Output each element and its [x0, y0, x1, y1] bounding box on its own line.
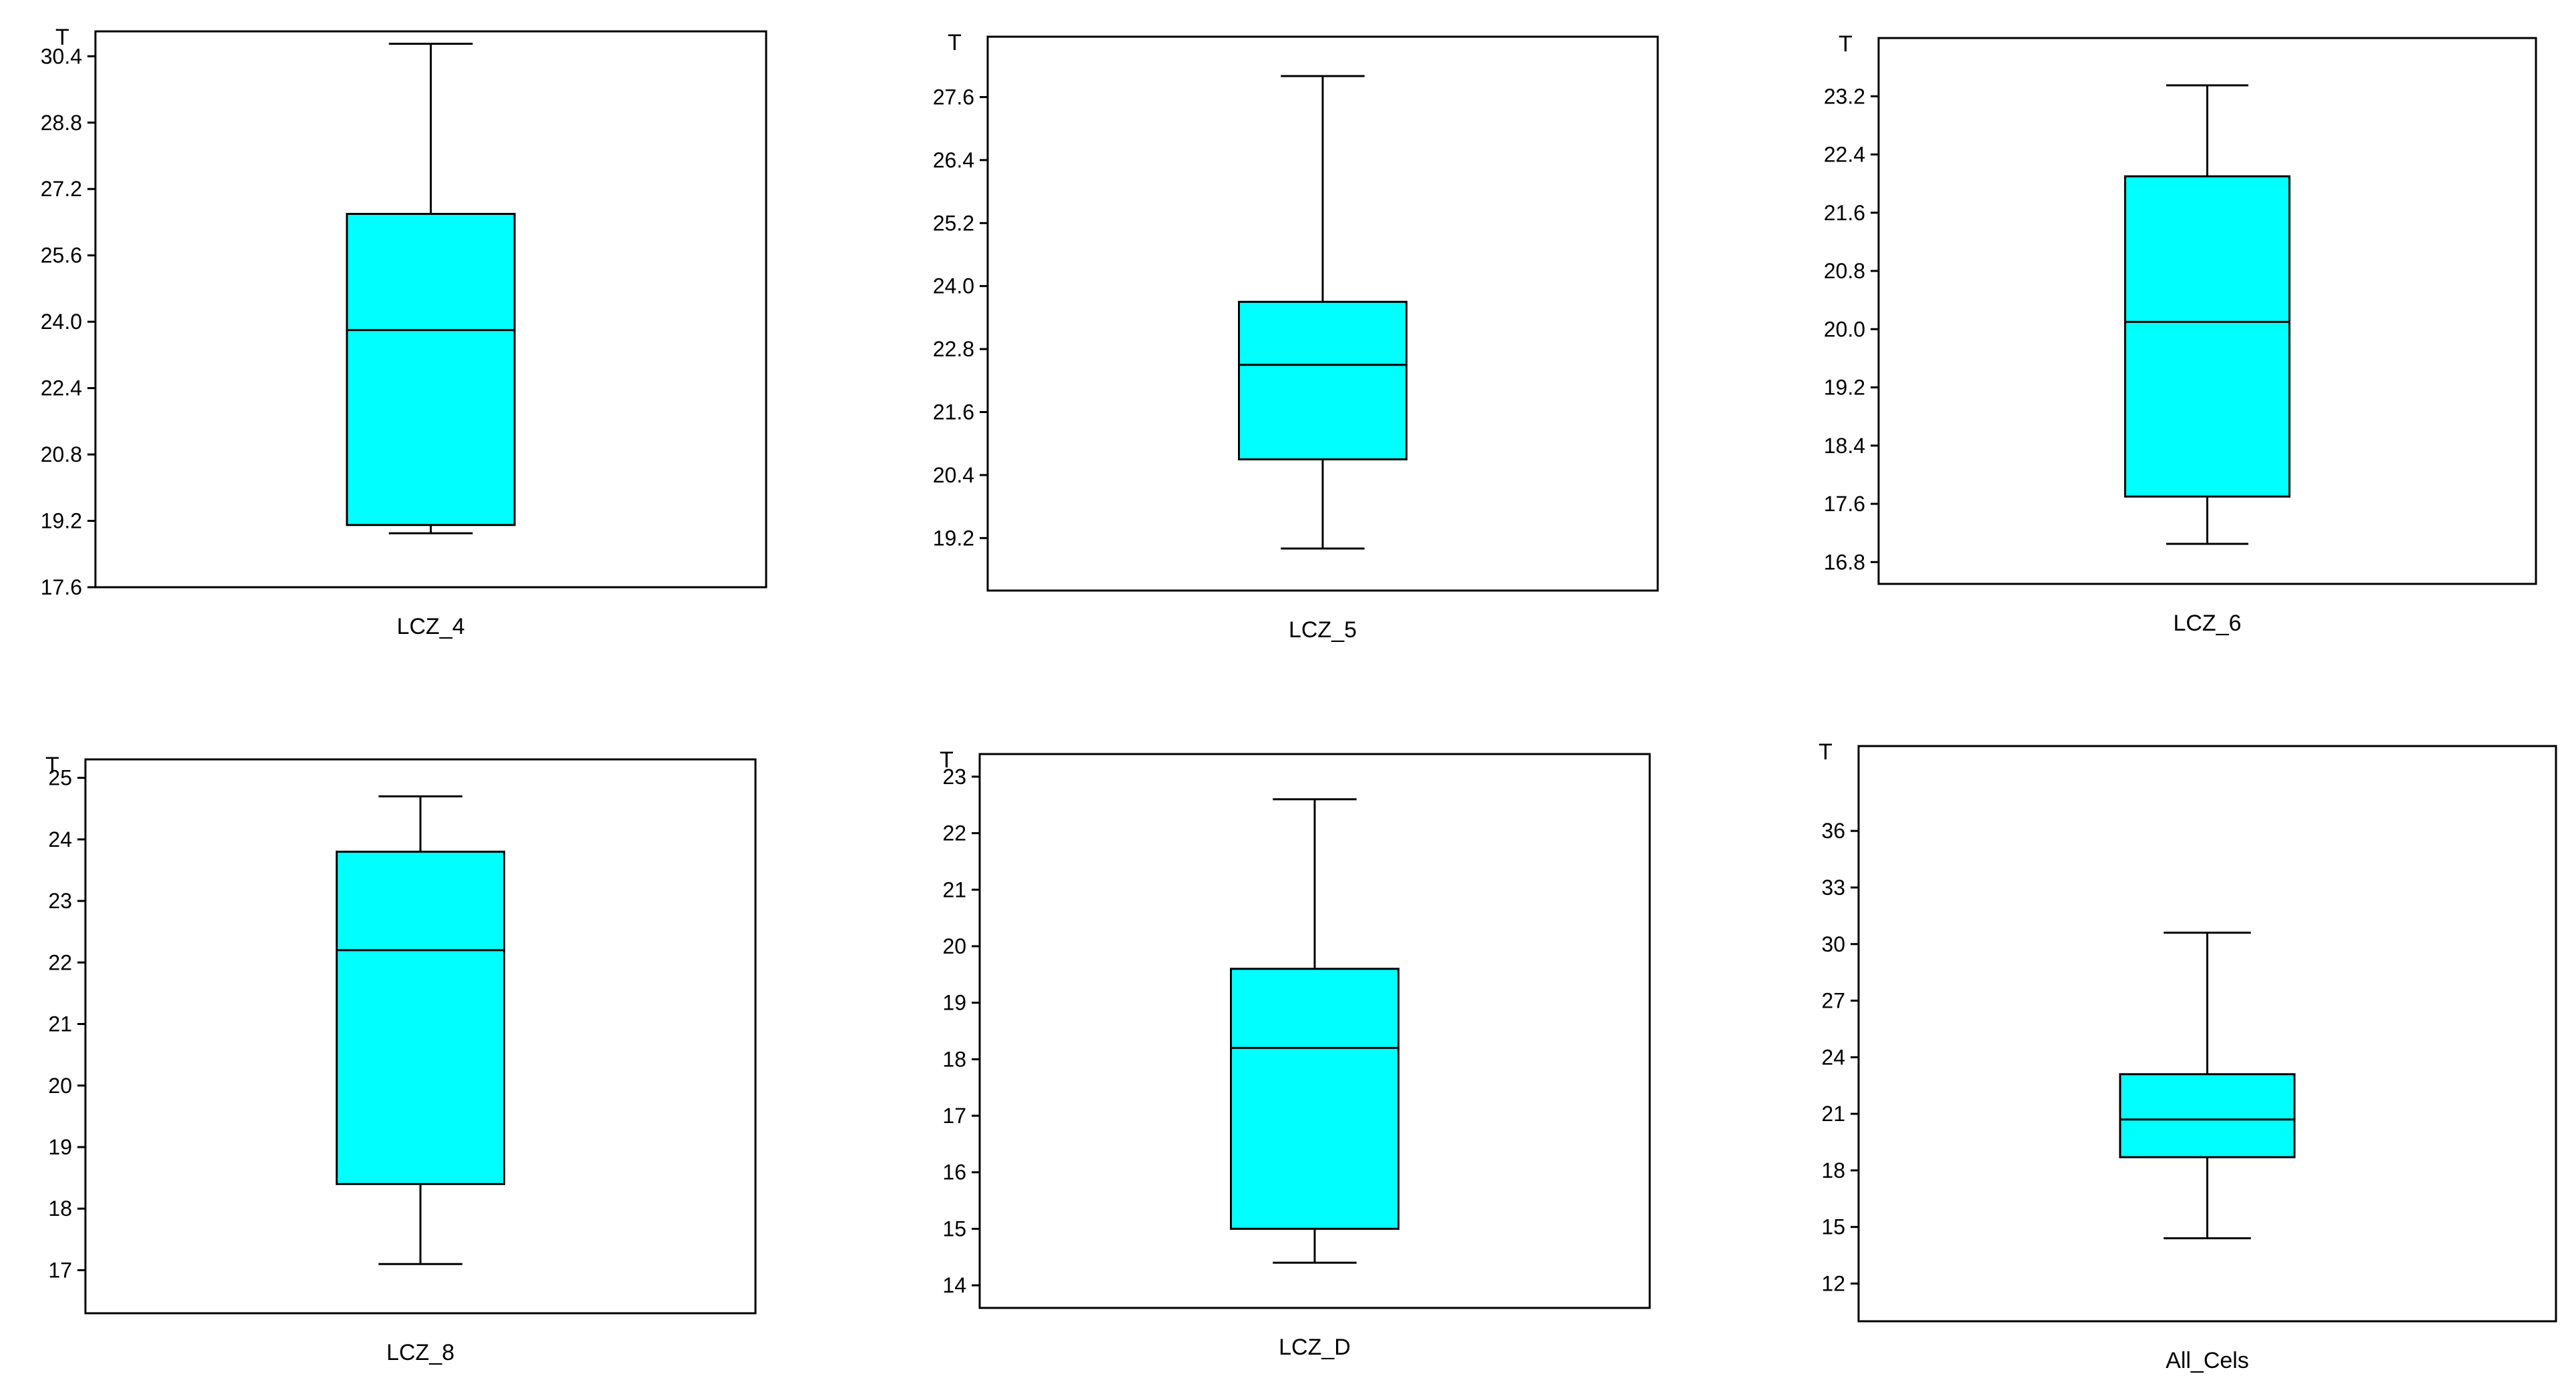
y-tick-label: 16.8 — [1824, 550, 1865, 574]
y-tick-label: 16 — [942, 1160, 966, 1184]
boxplot-panel-4: T 17 18 19 20 21 22 23 24 25 LCZ_8 — [45, 753, 757, 1365]
y-tick-label: 12 — [1821, 1271, 1845, 1295]
y-tick-label: 21 — [48, 1012, 72, 1036]
y-axis-title: T — [948, 30, 962, 55]
y-tick-label: 30 — [1821, 932, 1845, 956]
y-tick-label: 18 — [48, 1196, 72, 1220]
box-iqr — [346, 213, 516, 527]
y-tick-label: 17 — [942, 1104, 966, 1128]
y-tick-label: 24.0 — [933, 274, 974, 298]
y-tick-label: 27 — [1821, 989, 1845, 1013]
y-axis-title: T — [55, 25, 69, 50]
y-tick-label: 20.0 — [1824, 317, 1865, 341]
category-label: LCZ_8 — [386, 1340, 454, 1365]
y-tick-label: 23.2 — [1824, 84, 1865, 108]
y-tick-label: 18 — [1821, 1158, 1845, 1182]
y-tick-label: 17.6 — [41, 575, 82, 599]
boxplot-panel-5: T 14 15 16 17 18 19 20 21 22 23 LCZ_D — [940, 747, 1651, 1360]
y-tick-label: 28.8 — [41, 111, 82, 135]
y-tick-label: 20.8 — [41, 442, 82, 466]
y-tick-label: 24 — [1821, 1045, 1845, 1069]
box-iqr — [336, 850, 505, 1185]
boxplot-panel-3: T 16.8 17.6 18.4 19.2 20.0 20.8 21.6 22.4 23.2 LCZ… — [1824, 31, 2537, 636]
plot-frame — [986, 35, 1659, 592]
y-tick-label: 20.8 — [1824, 259, 1865, 283]
box-iqr — [2119, 1073, 2296, 1158]
category-label: All_Cels — [2166, 1348, 2249, 1373]
y-tick-label: 19.2 — [933, 526, 974, 550]
y-tick-label: 17 — [48, 1258, 72, 1282]
y-tick-label: 15 — [942, 1216, 966, 1241]
y-tick-label: 25.2 — [933, 211, 974, 235]
y-tick-label: 27.6 — [933, 85, 974, 109]
y-tick-label: 21.6 — [933, 400, 974, 424]
boxplot-panel-6: T 12 15 18 21 24 27 30 33 36 All_Cels — [1819, 739, 2557, 1373]
y-tick-label: 24.0 — [41, 310, 82, 334]
plot-frame — [1857, 745, 2557, 1323]
y-tick-label: 23 — [942, 765, 966, 789]
box-iqr — [1230, 968, 1399, 1230]
box-iqr — [1238, 300, 1407, 460]
y-tick-label: 19 — [48, 1135, 72, 1159]
y-axis-title: T — [45, 753, 59, 778]
y-tick-label: 21 — [942, 878, 966, 902]
y-tick-label: 19.2 — [41, 509, 82, 533]
boxplot-panel-2: T 19.2 20.4 21.6 22.8 24.0 25.2 26.4 27.6 LCZ_5 — [933, 30, 1659, 643]
y-tick-label: 22.4 — [1824, 143, 1865, 167]
y-tick-label: 25 — [48, 766, 72, 790]
y-axis-title: T — [940, 747, 954, 773]
plot-frame — [84, 758, 757, 1315]
y-tick-label: 19.2 — [1824, 376, 1865, 400]
category-label: LCZ_5 — [1289, 617, 1357, 643]
category-label: LCZ_D — [1279, 1335, 1351, 1360]
y-tick-label: 27.2 — [41, 177, 82, 201]
y-tick-label: 23 — [48, 889, 72, 913]
y-tick-label: 30.4 — [41, 44, 82, 68]
y-tick-label: 15 — [1821, 1215, 1845, 1239]
y-tick-label: 20 — [48, 1074, 72, 1098]
y-axis-title: T — [1839, 31, 1853, 57]
plot-frame — [978, 753, 1651, 1309]
y-tick-label: 20.4 — [933, 463, 974, 487]
y-tick-label: 18.4 — [1824, 434, 1865, 458]
y-tick-label: 17.6 — [1824, 492, 1865, 516]
y-tick-label: 36 — [1821, 819, 1845, 843]
category-label: LCZ_6 — [2173, 611, 2241, 636]
y-tick-label: 21.6 — [1824, 201, 1865, 225]
box-iqr — [2124, 175, 2291, 498]
boxplot-panel-1: T 17.6 19.2 20.8 22.4 24.0 25.6 27.2 28.8 30.4 LCZ… — [41, 25, 767, 639]
plot-frame — [94, 30, 767, 589]
y-axis-title: T — [1819, 739, 1833, 765]
y-tick-label: 25.6 — [41, 244, 82, 268]
y-tick-label: 26.4 — [933, 148, 974, 172]
y-tick-label: 24 — [48, 827, 72, 851]
y-tick-label: 22 — [942, 821, 966, 845]
y-tick-label: 22.8 — [933, 337, 974, 361]
y-tick-label: 20 — [942, 934, 966, 958]
plot-frame — [1877, 37, 2537, 585]
y-tick-label: 33 — [1821, 876, 1845, 900]
y-tick-label: 22 — [48, 950, 72, 974]
y-tick-label: 19 — [942, 991, 966, 1015]
y-tick-label: 22.4 — [41, 376, 82, 400]
category-label: LCZ_4 — [396, 614, 464, 639]
y-tick-label: 21 — [1821, 1102, 1845, 1126]
y-tick-label: 18 — [942, 1047, 966, 1071]
y-tick-label: 14 — [942, 1273, 966, 1297]
